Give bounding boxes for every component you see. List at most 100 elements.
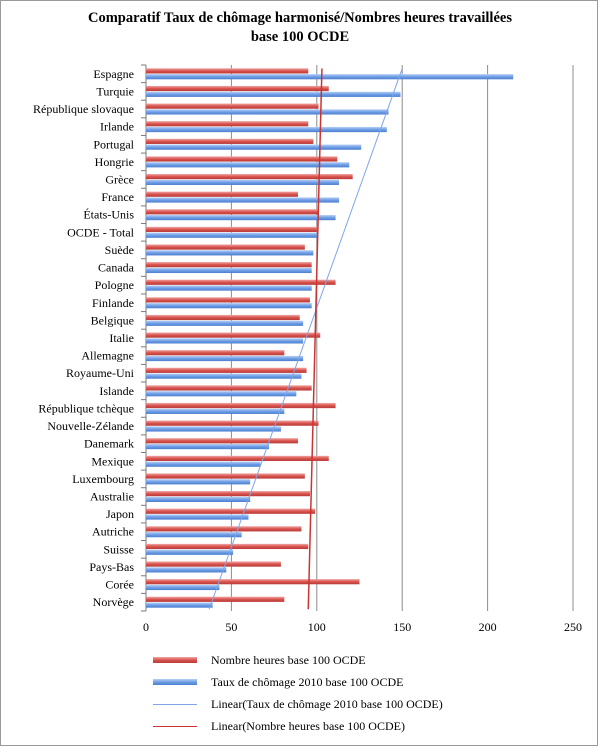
bar-hours xyxy=(146,121,309,127)
bar-hours xyxy=(146,420,319,426)
category-label: Islande xyxy=(99,384,134,398)
bar-hours xyxy=(146,402,336,409)
bar-hours xyxy=(146,579,360,585)
bar-unemployment xyxy=(146,567,227,573)
bar-unemployment xyxy=(146,373,302,379)
bar-hours xyxy=(146,314,300,321)
legend-label-trend-hours: Linear(Nombre heures base 100 OCDE) xyxy=(211,719,405,733)
bar-unemployment xyxy=(146,461,261,467)
category-label: Pologne xyxy=(95,278,134,292)
bar-hours xyxy=(146,332,321,338)
bar-hours xyxy=(146,173,353,180)
bar-unemployment xyxy=(146,250,314,256)
bar-hours xyxy=(146,491,310,497)
bar-unemployment xyxy=(146,532,242,538)
category-label: Suède xyxy=(105,243,134,257)
bar-hours xyxy=(146,85,329,92)
category-label: Hongrie xyxy=(95,155,134,169)
bar-unemployment xyxy=(146,74,514,80)
bar-unemployment xyxy=(146,479,251,485)
legend-swatch-hours xyxy=(153,657,197,663)
bar-unemployment xyxy=(146,514,249,520)
category-label: Portugal xyxy=(93,137,134,151)
legend-label-unemployment: Taux de chômage 2010 base 100 OCDE xyxy=(211,675,404,689)
bar-hours xyxy=(146,526,302,532)
bar-hours xyxy=(146,156,338,162)
bar-unemployment xyxy=(146,391,297,397)
bar-unemployment xyxy=(146,91,401,97)
bar-unemployment xyxy=(146,144,362,150)
bar-hours xyxy=(146,138,314,144)
category-label: Nouvelle-Zélande xyxy=(47,419,134,433)
chart-title: Comparatif Taux de chômage harmonisé/Nom… xyxy=(1,9,599,47)
x-tick-0: 0 xyxy=(143,620,149,634)
bar-unemployment xyxy=(146,355,304,362)
bar-hours xyxy=(146,438,299,444)
category-label: États-Unis xyxy=(83,208,134,222)
category-label: France xyxy=(101,190,134,204)
category-label: Irlande xyxy=(100,120,134,134)
x-tick-200: 200 xyxy=(479,620,497,634)
bar-unemployment xyxy=(146,215,336,221)
category-label: Turquie xyxy=(96,84,134,98)
legend-item-trend-unemployment: Linear(Taux de chômage 2010 base 100 OCD… xyxy=(153,693,443,715)
bar-hours xyxy=(146,596,285,602)
bar-hours xyxy=(146,473,305,479)
legend: Nombre heures base 100 OCDE Taux de chôm… xyxy=(153,649,443,737)
x-tick-250: 250 xyxy=(564,620,582,634)
category-label: Grèce xyxy=(105,172,134,186)
x-tick-100: 100 xyxy=(308,620,326,634)
category-label: Belgique xyxy=(91,313,134,327)
x-tick-50: 50 xyxy=(225,620,237,634)
trendline-hours xyxy=(307,68,323,610)
category-label: Pays-Bas xyxy=(89,560,134,574)
bar-hours xyxy=(146,279,336,285)
bar-hours xyxy=(146,244,305,250)
category-label: Allemagne xyxy=(81,349,134,363)
bar-unemployment xyxy=(146,426,281,432)
category-labels: Espagne Turquie République slovaque Irlande… xyxy=(33,64,146,612)
bar-unemployment xyxy=(146,285,312,291)
bar-unemployment xyxy=(146,496,251,503)
bar-hours xyxy=(146,226,317,233)
bar-hours xyxy=(146,508,316,514)
bar-unemployment xyxy=(146,549,234,555)
bar-unemployment xyxy=(146,179,340,185)
bar-unemployment xyxy=(146,602,213,608)
bar-hours xyxy=(146,262,312,268)
category-label: Luxembourg xyxy=(72,472,134,486)
chart-subtitle: base 100 OCDE xyxy=(250,29,350,45)
bar-unemployment xyxy=(146,443,269,450)
bar-unemployment xyxy=(146,197,340,203)
x-tick-150: 150 xyxy=(393,620,411,634)
bar-hours xyxy=(146,350,285,356)
bar-hours xyxy=(146,191,299,197)
trendlines xyxy=(208,68,403,610)
category-label: Australie xyxy=(90,490,134,504)
bar-unemployment xyxy=(146,267,312,274)
bars xyxy=(146,68,514,608)
category-label: Corée xyxy=(105,578,134,592)
x-tick-labels: 0 50 100 150 200 250 xyxy=(143,620,582,634)
category-label: Japon xyxy=(106,507,134,521)
legend-label-trend-unemployment: Linear(Taux de chômage 2010 base 100 OCD… xyxy=(211,697,443,711)
bar-unemployment xyxy=(146,303,312,309)
category-label: Espagne xyxy=(93,67,134,81)
legend-label-hours: Nombre heures base 100 OCDE xyxy=(211,653,366,667)
bar-unemployment xyxy=(146,584,220,591)
bar-unemployment xyxy=(146,162,350,168)
category-label: OCDE - Total xyxy=(67,225,135,239)
category-label: République tchèque xyxy=(38,401,134,415)
bar-unemployment xyxy=(146,109,389,115)
category-label: Mexique xyxy=(91,454,134,468)
legend-item-unemployment: Taux de chômage 2010 base 100 OCDE xyxy=(153,671,443,693)
legend-line-trend-unemployment xyxy=(153,704,197,705)
legend-item-hours: Nombre heures base 100 OCDE xyxy=(153,649,443,671)
bar-hours xyxy=(146,543,309,550)
category-label: Autriche xyxy=(92,525,134,539)
bar-hours xyxy=(146,455,329,461)
bar-hours xyxy=(146,68,309,74)
bar-hours xyxy=(146,385,312,391)
category-label: Suisse xyxy=(103,542,134,556)
